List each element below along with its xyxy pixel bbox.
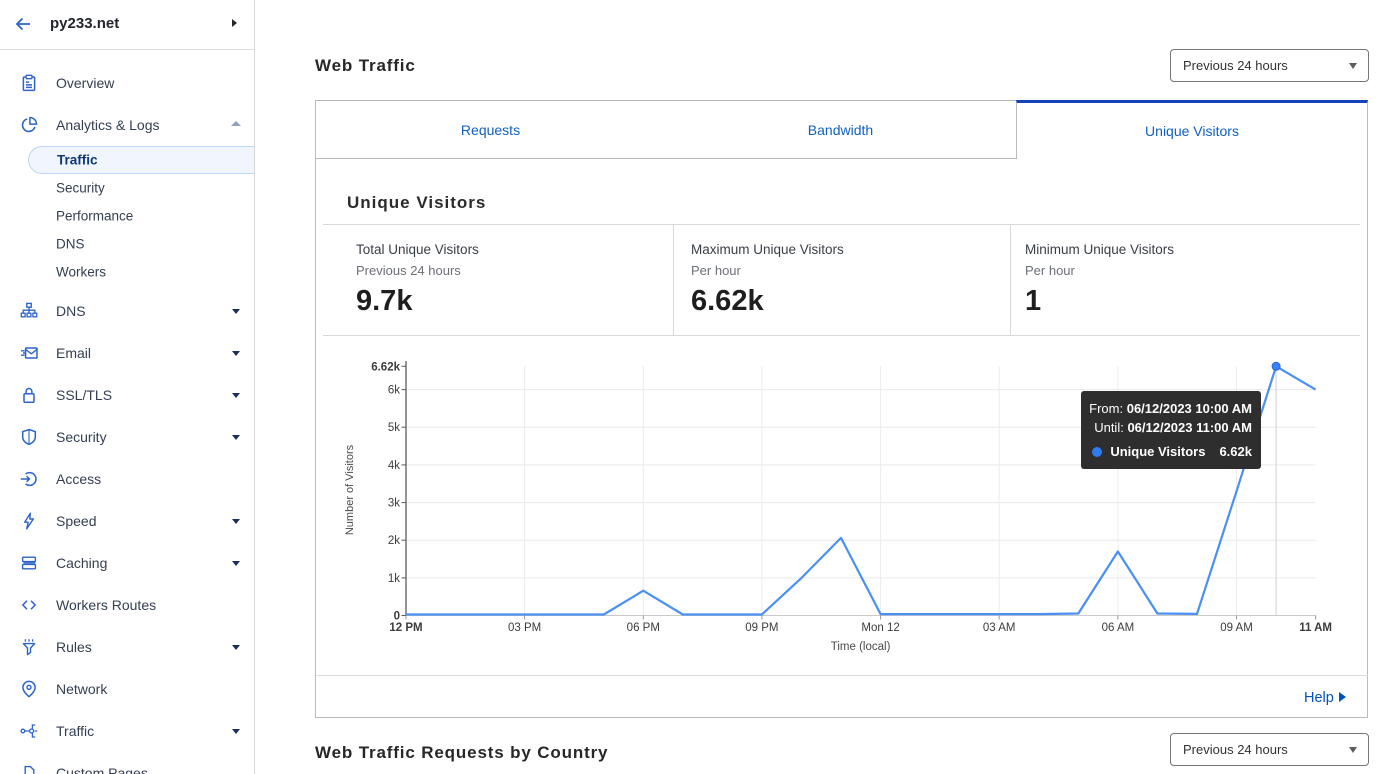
svg-text:03 AM: 03 AM <box>983 622 1016 634</box>
svg-text:09 AM: 09 AM <box>1220 622 1253 634</box>
svg-text:2k: 2k <box>388 535 400 547</box>
svg-text:12 PM: 12 PM <box>389 622 422 634</box>
svg-text:Number of Visitors: Number of Visitors <box>344 444 356 535</box>
svg-text:06 PM: 06 PM <box>627 622 660 634</box>
svg-text:03 PM: 03 PM <box>508 622 541 634</box>
svg-text:4k: 4k <box>388 460 400 472</box>
svg-text:6k: 6k <box>388 385 400 397</box>
svg-text:6.62k: 6.62k <box>371 361 400 373</box>
svg-text:0: 0 <box>394 611 400 623</box>
svg-text:3k: 3k <box>388 498 400 510</box>
svg-text:Mon 12: Mon 12 <box>861 622 899 634</box>
svg-text:Time (local): Time (local) <box>831 641 891 653</box>
svg-text:1k: 1k <box>388 573 400 585</box>
svg-text:5k: 5k <box>388 422 400 434</box>
svg-text:09 PM: 09 PM <box>745 622 778 634</box>
svg-text:06 AM: 06 AM <box>1102 622 1135 634</box>
svg-text:11 AM: 11 AM <box>1299 622 1332 634</box>
